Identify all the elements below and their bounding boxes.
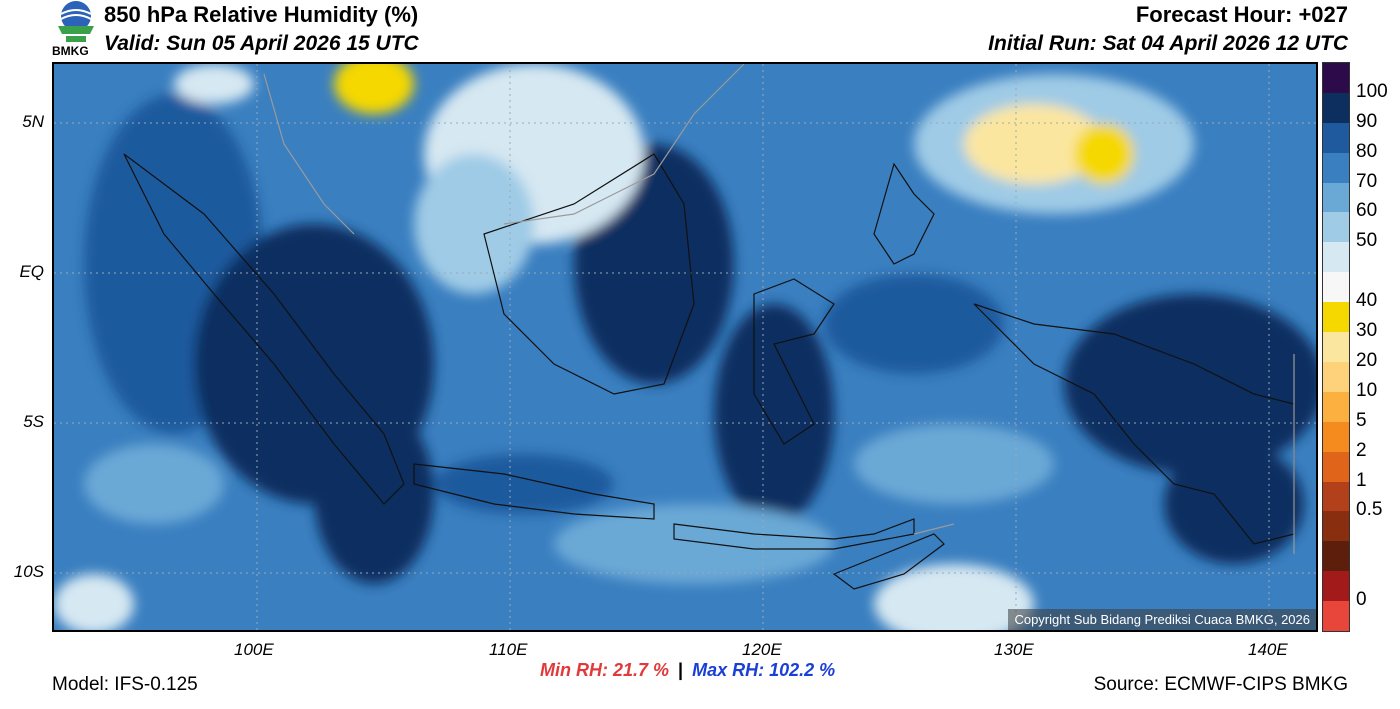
colorbar-label: 1: [1356, 469, 1367, 491]
colorbar-segment: [1323, 481, 1349, 512]
lat-label-5n: 5N: [22, 112, 44, 131]
colorbar-segment: [1323, 571, 1349, 602]
colorbar-segment: [1323, 421, 1349, 453]
model-label: Model: IFS-0.125: [52, 674, 198, 695]
rh-extremes: Min RH: 21.7 % | Max RH: 102.2 %: [540, 660, 835, 681]
colorbar-segment: [1323, 182, 1349, 213]
colorbar-label: 20: [1356, 349, 1378, 371]
colorbar-segment: [1323, 242, 1349, 273]
lat-label-eq: EQ: [19, 262, 44, 281]
min-rh: Min RH: 21.7 %: [540, 660, 670, 680]
borders: [263, 64, 1295, 554]
graticule: [54, 64, 1316, 630]
colorbar-segment: [1323, 302, 1349, 333]
colorbar-label: 60: [1356, 200, 1378, 222]
colorbar-label: 70: [1356, 170, 1378, 192]
colorbar-label: 2: [1356, 439, 1367, 461]
colorbar-label: 5: [1356, 409, 1367, 431]
colorbar-segment: [1323, 511, 1349, 542]
colorbar-label: 30: [1356, 320, 1378, 342]
colorbar-segment: [1323, 272, 1349, 303]
colorbar-label: 0.5: [1356, 499, 1383, 521]
colorbar-segment: [1323, 541, 1349, 572]
colorbar-label: 40: [1356, 290, 1378, 312]
colorbar-segment: [1323, 601, 1349, 632]
colorbar-segment: [1323, 391, 1349, 423]
rh-separator: |: [678, 660, 684, 680]
colorbar: [1322, 62, 1350, 632]
logo-text: BMKG: [52, 44, 89, 58]
colorbar-segment: [1323, 92, 1349, 124]
lon-label-140e: 140E: [1248, 640, 1288, 659]
lon-label-100e: 100E: [234, 640, 274, 659]
lon-label-110e: 110E: [489, 640, 528, 659]
colorbar-segment: [1323, 361, 1349, 393]
colorbar-segment: [1323, 152, 1349, 184]
forecast-hour: Forecast Hour: +027: [1135, 2, 1348, 27]
coastlines: [123, 153, 1295, 590]
humidity-field: [54, 64, 1316, 630]
colorbar-segment: [1323, 332, 1349, 363]
valid-time: Valid: Sun 05 April 2026 15 UTC: [104, 32, 419, 55]
map-title: 850 hPa Relative Humidity (%): [104, 2, 419, 27]
lat-label-10s: 10S: [13, 562, 44, 581]
rh-map: [52, 62, 1318, 632]
source-label: Source: ECMWF-CIPS BMKG: [1093, 674, 1348, 695]
lat-label-5s: 5S: [23, 412, 44, 431]
colorbar-label: 50: [1356, 230, 1378, 252]
lon-label-120e: 120E: [742, 640, 782, 659]
colorbar-label: 10: [1356, 379, 1378, 401]
colorbar-label: 0: [1356, 589, 1367, 611]
initial-run: Initial Run: Sat 04 April 2026 12 UTC: [988, 32, 1348, 55]
colorbar-segment: [1323, 451, 1349, 483]
colorbar-label: 90: [1356, 110, 1378, 132]
colorbar-segment: [1323, 212, 1349, 243]
colorbar-segment: [1323, 63, 1349, 94]
colorbar-segment: [1323, 122, 1349, 154]
copyright-note: Copyright Sub Bidang Prediksi Cuaca BMKG…: [1008, 609, 1316, 630]
lon-label-130e: 130E: [994, 640, 1034, 659]
bmkg-logo: [52, 0, 100, 60]
colorbar-label: 80: [1356, 140, 1378, 162]
max-rh: Max RH: 102.2 %: [692, 660, 836, 680]
colorbar-label: 100: [1356, 80, 1388, 102]
